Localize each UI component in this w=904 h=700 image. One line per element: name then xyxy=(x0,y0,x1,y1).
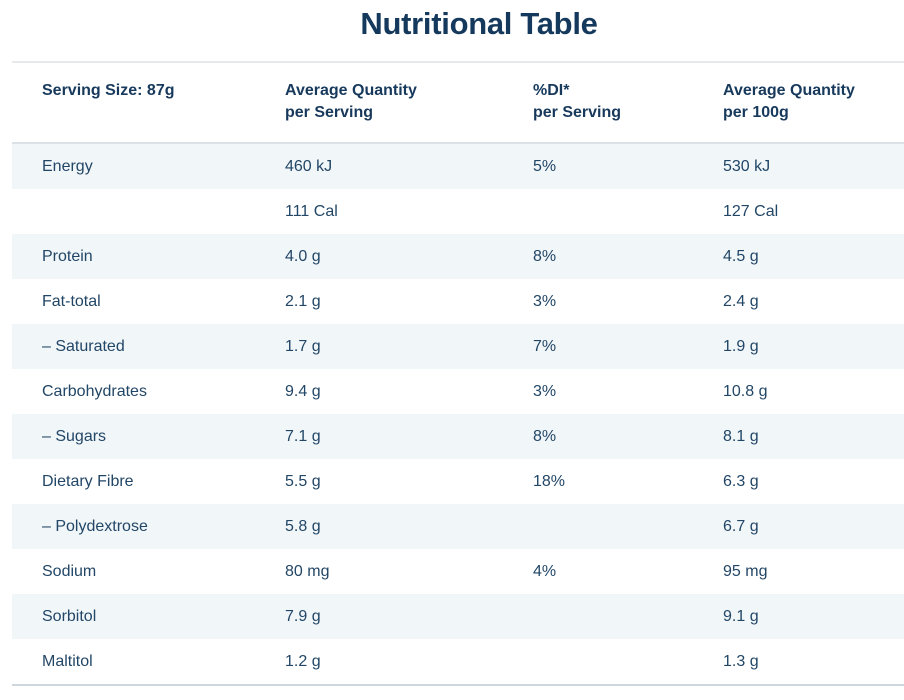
header-line1: Average Quantity xyxy=(723,82,855,99)
row-label: – Saturated xyxy=(42,337,125,355)
col-header-di-per-serving: %DI* per Serving xyxy=(533,80,723,142)
row-label: Fat-total xyxy=(42,292,101,310)
value-di: 4% xyxy=(533,562,557,580)
value-per-serving: 5.5 g xyxy=(285,472,321,490)
row-label: Energy xyxy=(42,157,93,175)
table-row-polydextrose: – Polydextrose 5.8 g 6.7 g xyxy=(12,504,904,549)
header-line2: per Serving xyxy=(533,104,622,121)
col-header-serving-size: Serving Size: 87g xyxy=(12,80,285,142)
value-di: 18% xyxy=(533,472,566,490)
header-line2: per Serving xyxy=(285,104,374,121)
row-label: Sodium xyxy=(42,562,97,580)
value-per-100g: 4.5 g xyxy=(723,247,759,265)
value-per-100g: 2.4 g xyxy=(723,292,759,310)
row-label: – Polydextrose xyxy=(42,517,148,535)
value-per-100g: 10.8 g xyxy=(723,382,768,400)
table-header-row: Serving Size: 87g Average Quantity per S… xyxy=(12,61,904,144)
header-line1: Serving Size: 87g xyxy=(42,82,175,99)
value-per-100g: 127 Cal xyxy=(723,202,779,220)
value-per-100g: 530 kJ xyxy=(723,157,771,175)
table-row-sugars: – Sugars 7.1 g 8% 8.1 g xyxy=(12,414,904,459)
table-row-dietary-fibre: Dietary Fibre 5.5 g 18% 6.3 g xyxy=(12,459,904,504)
table-body: Energy 460 kJ 5% 530 kJ 111 Cal 127 Cal … xyxy=(12,144,904,686)
value-per-serving: 460 kJ xyxy=(285,157,333,175)
value-di: 8% xyxy=(533,247,557,265)
value-per-serving: 1.2 g xyxy=(285,652,321,670)
row-label: Maltitol xyxy=(42,652,93,670)
header-line1: Average Quantity xyxy=(285,82,417,99)
table-row-sodium: Sodium 80 mg 4% 95 mg xyxy=(12,549,904,594)
row-label: Sorbitol xyxy=(42,607,97,625)
table-row-fat-total: Fat-total 2.1 g 3% 2.4 g xyxy=(12,279,904,324)
col-header-avg-per-serving: Average Quantity per Serving xyxy=(285,80,533,142)
value-per-serving: 9.4 g xyxy=(285,382,321,400)
page-title: Nutritional Table xyxy=(360,6,598,41)
value-di: 7% xyxy=(533,337,557,355)
value-per-serving: 7.9 g xyxy=(285,607,321,625)
value-di: 3% xyxy=(533,382,557,400)
col-header-avg-per-100g: Average Quantity per 100g xyxy=(723,80,904,142)
value-per-100g: 8.1 g xyxy=(723,427,759,445)
nutrition-table: Serving Size: 87g Average Quantity per S… xyxy=(12,61,904,686)
value-per-serving: 4.0 g xyxy=(285,247,321,265)
value-per-serving: 7.1 g xyxy=(285,427,321,445)
row-label: Dietary Fibre xyxy=(42,472,134,490)
value-per-100g: 9.1 g xyxy=(723,607,759,625)
table-row-saturated: – Saturated 1.7 g 7% 1.9 g xyxy=(12,324,904,369)
value-di: 8% xyxy=(533,427,557,445)
value-per-100g: 6.3 g xyxy=(723,472,759,490)
table-row-sorbitol: Sorbitol 7.9 g 9.1 g xyxy=(12,594,904,639)
value-per-serving: 5.8 g xyxy=(285,517,321,535)
nutritional-table-page: Nutritional Table Serving Size: 87g Aver… xyxy=(12,0,904,686)
value-di: 5% xyxy=(533,157,557,175)
value-per-serving: 2.1 g xyxy=(285,292,321,310)
table-row-protein: Protein 4.0 g 8% 4.5 g xyxy=(12,234,904,279)
value-per-100g: 1.9 g xyxy=(723,337,759,355)
value-per-100g: 1.3 g xyxy=(723,652,759,670)
row-label: – Sugars xyxy=(42,427,107,445)
value-per-serving: 1.7 g xyxy=(285,337,321,355)
value-per-serving: 111 Cal xyxy=(285,202,338,220)
value-di: 3% xyxy=(533,292,557,310)
row-label: Protein xyxy=(42,247,93,265)
table-row-energy-cal: 111 Cal 127 Cal xyxy=(12,189,904,234)
table-row-carbohydrates: Carbohydrates 9.4 g 3% 10.8 g xyxy=(12,369,904,414)
table-row-energy: Energy 460 kJ 5% 530 kJ xyxy=(12,144,904,189)
value-per-100g: 6.7 g xyxy=(723,517,759,535)
value-per-serving: 80 mg xyxy=(285,562,330,580)
value-per-100g: 95 mg xyxy=(723,562,768,580)
table-row-maltitol: Maltitol 1.2 g 1.3 g xyxy=(12,639,904,684)
row-label: Carbohydrates xyxy=(42,382,147,400)
header-line2: per 100g xyxy=(723,104,789,121)
header-line2 xyxy=(42,102,285,124)
header-line1: %DI* xyxy=(533,82,570,99)
